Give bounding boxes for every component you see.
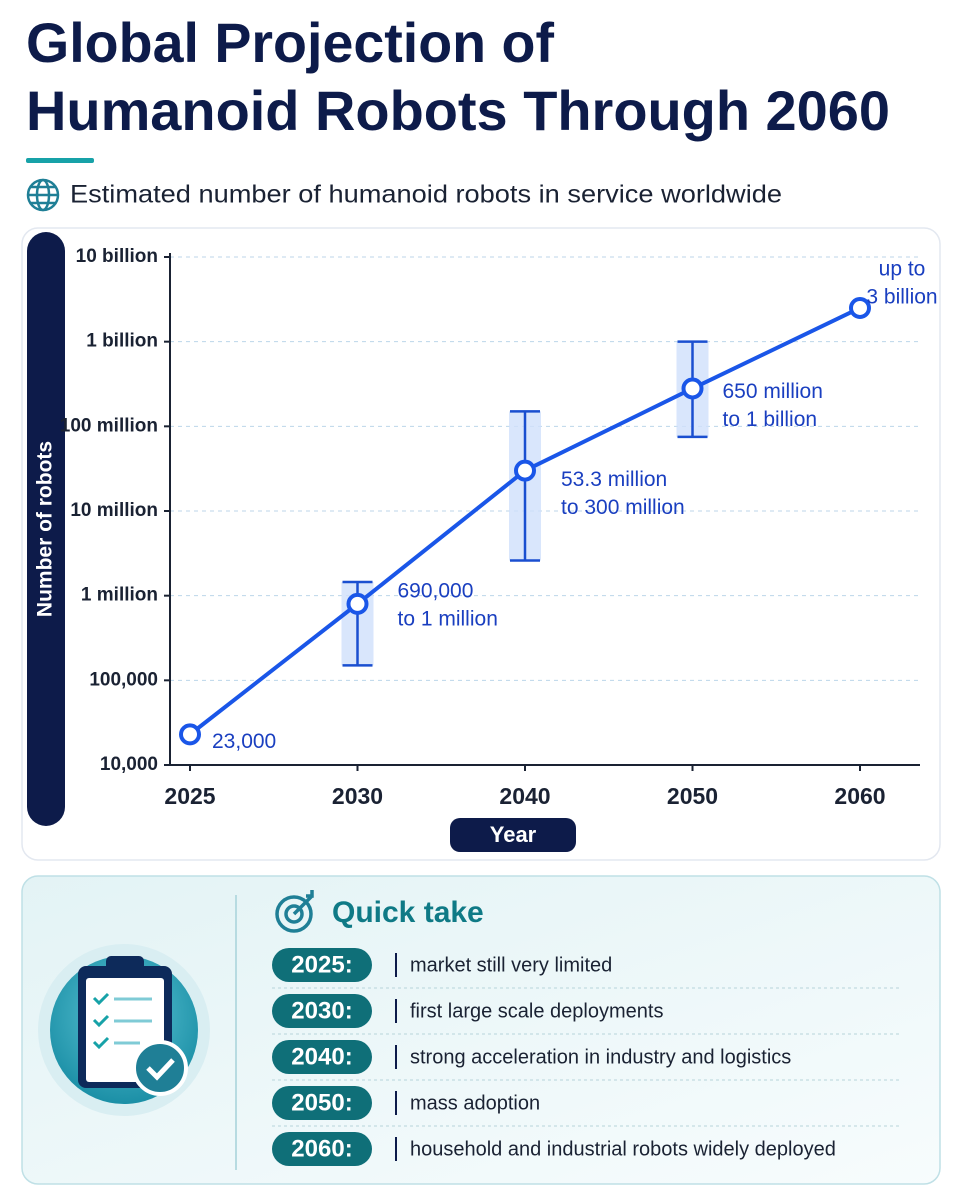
globe-icon bbox=[26, 178, 60, 212]
year-pill bbox=[272, 948, 372, 982]
item-text: first large scale deployments bbox=[410, 1000, 663, 1022]
quick-take-card bbox=[21, 875, 941, 1185]
year-label: 2030: bbox=[291, 997, 352, 1024]
quick-take-list: 2025: market still very limited 2030: first… bbox=[272, 948, 900, 1166]
header: Global Projection of Humanoid Robots Thr… bbox=[26, 11, 890, 212]
x-tick-label: 2040 bbox=[499, 783, 550, 809]
year-pill bbox=[272, 1132, 372, 1166]
chart-card bbox=[21, 227, 941, 861]
x-tick-label: 2050 bbox=[667, 783, 718, 809]
data-annotation: 23,000 bbox=[212, 730, 276, 753]
title-line: Humanoid Robots Through 2060 bbox=[26, 79, 890, 142]
y-tick-label: 1 million bbox=[81, 585, 158, 606]
data-annotation: to 300 million bbox=[561, 496, 685, 519]
y-tick-label: 10,000 bbox=[100, 754, 158, 775]
data-annotation: 690,000 bbox=[398, 579, 474, 602]
year-label: 2040: bbox=[291, 1043, 352, 1070]
title-underline bbox=[26, 158, 94, 163]
y-axis-label-pill bbox=[27, 232, 65, 826]
x-tick-label: 2060 bbox=[834, 783, 885, 809]
error-bar bbox=[509, 410, 541, 562]
x-tick-label: 2030 bbox=[332, 783, 383, 809]
data-point bbox=[849, 296, 871, 319]
y-tick-label: 100 million bbox=[60, 415, 158, 436]
year-pill bbox=[272, 994, 372, 1028]
clipboard-icon bbox=[38, 944, 210, 1116]
year-pill bbox=[272, 1086, 372, 1120]
data-annotation: to 1 billion bbox=[723, 408, 818, 431]
target-icon bbox=[275, 890, 314, 933]
year-label: 2025: bbox=[291, 951, 352, 978]
data-annotation: up to bbox=[879, 258, 926, 281]
data-annotation: 650 million bbox=[723, 380, 823, 403]
data-annotation: 3 billion bbox=[866, 286, 937, 309]
y-tick-label: 10 million bbox=[70, 500, 158, 521]
y-tick-label: 100,000 bbox=[89, 669, 158, 690]
item-text: market still very limited bbox=[410, 954, 612, 976]
y-tick-label: 1 billion bbox=[86, 331, 158, 352]
quick-take-title: Quick take bbox=[332, 896, 484, 929]
data-annotation: 53.3 million bbox=[561, 468, 667, 491]
data-point bbox=[681, 377, 704, 400]
item-text: strong acceleration in industry and logi… bbox=[410, 1046, 791, 1068]
data-point bbox=[179, 723, 201, 746]
x-axis-label: Year bbox=[490, 822, 537, 847]
y-tick-label: 10 billion bbox=[76, 246, 158, 267]
plot: 10,000 100,000 1 million 10 million 100 mill… bbox=[60, 246, 938, 809]
subtitle: Estimated number of humanoid robots in s… bbox=[70, 181, 782, 209]
item-text: household and industrial robots widely d… bbox=[410, 1138, 836, 1160]
title-line: Global Projection of bbox=[26, 11, 554, 74]
year-label: 2060: bbox=[291, 1135, 352, 1162]
year-label: 2050: bbox=[291, 1089, 352, 1116]
y-axis-label: Number of robots bbox=[34, 441, 57, 617]
x-tick-label: 2025 bbox=[164, 783, 215, 809]
item-text: mass adoption bbox=[410, 1092, 540, 1114]
data-annotation: to 1 million bbox=[398, 607, 498, 630]
data-point bbox=[346, 592, 369, 615]
data-point bbox=[514, 459, 536, 482]
x-axis-label-pill bbox=[450, 818, 576, 852]
year-pill bbox=[272, 1040, 372, 1074]
